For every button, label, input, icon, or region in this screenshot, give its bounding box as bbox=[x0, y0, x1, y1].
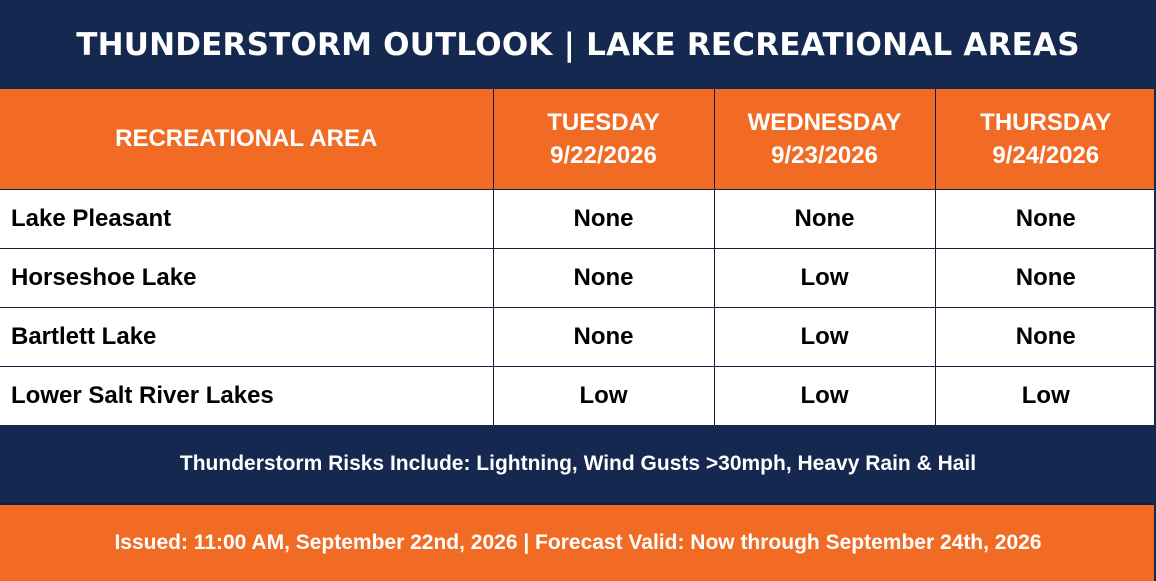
day-name: WEDNESDAY bbox=[747, 108, 902, 136]
issued-note: Issued: 11:00 AM, September 22nd, 2026 |… bbox=[0, 503, 1156, 581]
day-column-header: TUESDAY 9/22/2026 bbox=[492, 89, 715, 190]
day-date: 9/22/2026 bbox=[550, 141, 657, 169]
risk-level: None bbox=[713, 188, 936, 249]
right-border bbox=[1154, 0, 1156, 581]
risk-level: None bbox=[934, 247, 1156, 308]
risk-level: Low bbox=[713, 365, 936, 426]
risk-level: None bbox=[492, 188, 715, 249]
risk-level: None bbox=[934, 306, 1156, 367]
outlook-table: RECREATIONAL AREA TUESDAY 9/22/2026 WEDN… bbox=[0, 89, 1156, 426]
table-header-row: RECREATIONAL AREA TUESDAY 9/22/2026 WEDN… bbox=[0, 89, 1156, 190]
risk-level: Low bbox=[713, 306, 936, 367]
area-name: Lake Pleasant bbox=[0, 188, 494, 249]
table-row: Lower Salt River Lakes Low Low Low bbox=[0, 365, 1156, 426]
area-name: Bartlett Lake bbox=[0, 306, 494, 367]
table-row: Bartlett Lake None Low None bbox=[0, 306, 1156, 367]
day-name: TUESDAY bbox=[547, 108, 660, 136]
table-row: Lake Pleasant None None None bbox=[0, 188, 1156, 249]
risk-level: Low bbox=[713, 247, 936, 308]
page-title: THUNDERSTORM OUTLOOK | LAKE RECREATIONAL… bbox=[0, 0, 1156, 89]
risk-level: None bbox=[492, 306, 715, 367]
risks-note: Thunderstorm Risks Include: Lightning, W… bbox=[0, 425, 1156, 503]
day-date: 9/23/2026 bbox=[771, 141, 878, 169]
day-column-header: WEDNESDAY 9/23/2026 bbox=[713, 89, 936, 190]
risk-level: Low bbox=[492, 365, 715, 426]
area-name: Lower Salt River Lakes bbox=[0, 365, 494, 426]
day-column-header: THURSDAY 9/24/2026 bbox=[934, 89, 1156, 190]
risk-level: Low bbox=[934, 365, 1156, 426]
risk-level: None bbox=[934, 188, 1156, 249]
day-name: THURSDAY bbox=[980, 108, 1112, 136]
day-date: 9/24/2026 bbox=[992, 141, 1100, 169]
table-row: Horseshoe Lake None Low None bbox=[0, 247, 1156, 308]
area-column-header: RECREATIONAL AREA bbox=[0, 89, 494, 190]
risk-level: None bbox=[492, 247, 715, 308]
area-name: Horseshoe Lake bbox=[0, 247, 494, 308]
